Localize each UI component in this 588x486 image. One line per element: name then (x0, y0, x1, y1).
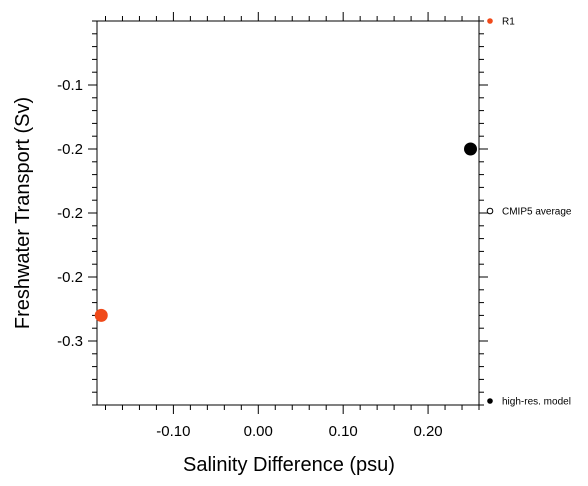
tick-labels: -0.10 0.00 0.10 0.20 -0.1 -0.2 -0.2 -0.2 -0.3 (57, 77, 443, 440)
y-tick-label: -0.2 (57, 141, 83, 158)
data-point (464, 142, 478, 156)
legend-label: R1 (502, 17, 515, 28)
y-axis-title: Freshwater Transport (Sv) (12, 97, 34, 329)
y-tick-label: -0.2 (57, 205, 83, 222)
legend-marker-open (486, 207, 494, 215)
x-tick-label: 0.00 (244, 423, 273, 440)
y-tick-label: -0.3 (57, 333, 83, 350)
y-tick-label: -0.1 (57, 77, 83, 94)
x-tick-label: 0.20 (413, 423, 442, 440)
legend-label: high-res. model (502, 397, 571, 408)
axis-ticks (88, 12, 488, 414)
x-axis-title: Salinity Difference (psu) (183, 454, 395, 476)
data-points (94, 142, 478, 322)
legend-label: CMIP5 average (502, 207, 572, 218)
data-point (94, 308, 108, 322)
legend-marker (487, 398, 493, 404)
x-tick-label: 0.10 (329, 423, 358, 440)
y-tick-label: -0.2 (57, 269, 83, 286)
legend-marker (487, 18, 493, 24)
legend: R1 CMIP5 average high-res. model (486, 17, 572, 408)
x-tick-label: -0.10 (156, 423, 190, 440)
plot-frame (96, 20, 480, 406)
